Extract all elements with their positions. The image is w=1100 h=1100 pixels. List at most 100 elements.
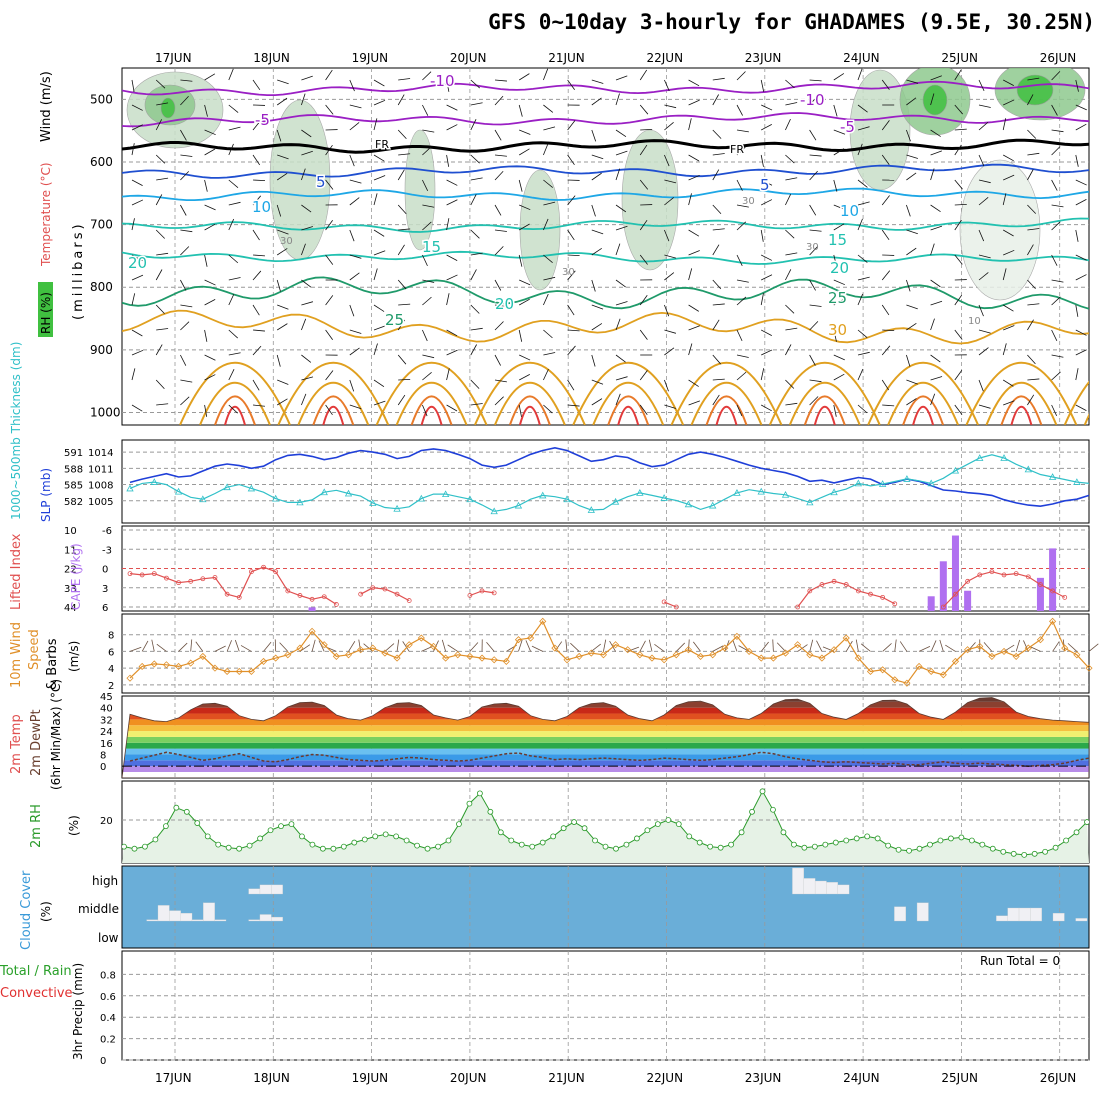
wind-barb bbox=[785, 379, 795, 389]
wind-barb bbox=[494, 304, 507, 308]
surface-isotherm bbox=[985, 381, 1058, 425]
wind-barb bbox=[857, 68, 863, 81]
wind-barb-10m bbox=[447, 644, 458, 652]
rh2m-point bbox=[592, 837, 598, 844]
lifted-index-point bbox=[673, 604, 679, 610]
wind-barb bbox=[543, 276, 556, 281]
wind-barb bbox=[1002, 304, 1014, 312]
cape-tick-label: 44 bbox=[64, 603, 77, 614]
wind-speed-point bbox=[211, 664, 219, 672]
wind-speed-point bbox=[369, 644, 377, 652]
wind-barb bbox=[156, 102, 169, 106]
rh2m-point bbox=[497, 829, 504, 836]
rh-shading bbox=[404, 129, 436, 251]
wind-barb bbox=[470, 269, 477, 281]
rh2m-point bbox=[801, 844, 808, 851]
wind-barb bbox=[833, 73, 845, 81]
wind-barb bbox=[688, 250, 700, 256]
wind-speed-point bbox=[842, 634, 850, 642]
middle-cloud-bar bbox=[996, 915, 1008, 922]
wind-barb bbox=[180, 154, 193, 157]
wind-barb bbox=[857, 276, 870, 281]
wind-barb bbox=[494, 321, 504, 331]
wind-barb bbox=[760, 293, 764, 306]
middle-cloud-bar bbox=[191, 919, 204, 922]
wind-barb bbox=[736, 221, 747, 231]
wind-barb bbox=[325, 104, 334, 115]
wind-barb bbox=[373, 118, 378, 131]
wind-tick-label: 2 bbox=[108, 681, 114, 692]
thickness-point bbox=[369, 499, 377, 506]
temp-tick-label: 0 bbox=[100, 762, 106, 773]
wind-barb bbox=[1027, 279, 1036, 290]
wind-barb bbox=[228, 126, 241, 131]
surface-isotherm bbox=[617, 405, 640, 425]
wind-barb bbox=[712, 153, 725, 156]
wind-barb bbox=[277, 154, 289, 160]
pressure-tick-label: 700 bbox=[90, 218, 113, 232]
wind-barb bbox=[615, 376, 628, 381]
wind-barb bbox=[470, 327, 483, 331]
wind-barb bbox=[591, 172, 602, 181]
wind-barb bbox=[131, 218, 135, 231]
wind-barb bbox=[204, 223, 216, 231]
wind-barb bbox=[446, 254, 458, 261]
wind-speed-point bbox=[587, 649, 595, 657]
wind-barb bbox=[325, 179, 334, 190]
middle-cloud-bar bbox=[1052, 913, 1065, 922]
wind-barb bbox=[301, 204, 312, 213]
wind-barb bbox=[978, 104, 991, 108]
wind-barb bbox=[881, 345, 891, 356]
wind-barb bbox=[397, 319, 406, 331]
temp-color-band bbox=[122, 707, 1089, 714]
wind-barb bbox=[906, 79, 919, 84]
x-tick-label-top: 22JUN bbox=[647, 51, 684, 65]
rh2m-point bbox=[634, 835, 640, 842]
wind-barb bbox=[1027, 169, 1034, 181]
wind-barb bbox=[639, 370, 648, 381]
wind-barb bbox=[349, 79, 355, 92]
temp-color-band bbox=[122, 713, 1089, 720]
rh2m-point bbox=[122, 843, 127, 850]
wind-barb bbox=[1075, 79, 1079, 92]
wind-barb bbox=[519, 223, 530, 231]
wind-barb bbox=[930, 225, 943, 231]
wind-barb bbox=[736, 204, 749, 208]
wind-barb bbox=[543, 293, 549, 306]
wind-barb bbox=[1075, 368, 1079, 381]
rh2m-point bbox=[770, 806, 776, 813]
wind-barb bbox=[712, 77, 725, 81]
wind-barb-10m bbox=[299, 644, 311, 652]
rh2m-point bbox=[654, 821, 661, 827]
wind-barb-10m bbox=[151, 639, 155, 652]
wind-barb bbox=[760, 229, 764, 242]
thickness-point bbox=[854, 479, 863, 487]
wind-barb bbox=[470, 102, 483, 106]
wind-barb bbox=[277, 379, 289, 385]
surface-isotherm bbox=[670, 362, 783, 425]
x-tick-label-bottom: 24JUN bbox=[843, 1071, 880, 1085]
rh2m-point bbox=[267, 827, 274, 834]
wind-speed-point bbox=[1036, 636, 1045, 644]
temp-tick-label: 24 bbox=[100, 727, 113, 738]
wind-barb-10m bbox=[1015, 639, 1021, 652]
wind-barb bbox=[930, 75, 942, 81]
surface-isotherm bbox=[912, 405, 935, 425]
wind-barb bbox=[615, 301, 628, 306]
wind10m-speed-label: Speed bbox=[27, 629, 42, 670]
wind-barb bbox=[349, 197, 360, 206]
wind-barb bbox=[204, 279, 216, 286]
wind-barb bbox=[470, 177, 483, 181]
wind-barb bbox=[688, 268, 693, 281]
wind-barb bbox=[712, 319, 720, 331]
wind-barb bbox=[470, 403, 483, 406]
wind-barb bbox=[688, 325, 700, 331]
wind-barb bbox=[325, 69, 333, 81]
wind-barb bbox=[906, 154, 918, 159]
x-tick-label-bottom: 21JUN bbox=[548, 1071, 585, 1085]
wind-barb bbox=[615, 318, 621, 331]
thickness-point bbox=[393, 504, 401, 512]
wind-barb bbox=[1003, 174, 1015, 181]
wind-barb bbox=[446, 368, 450, 381]
wind-barb bbox=[398, 153, 411, 156]
